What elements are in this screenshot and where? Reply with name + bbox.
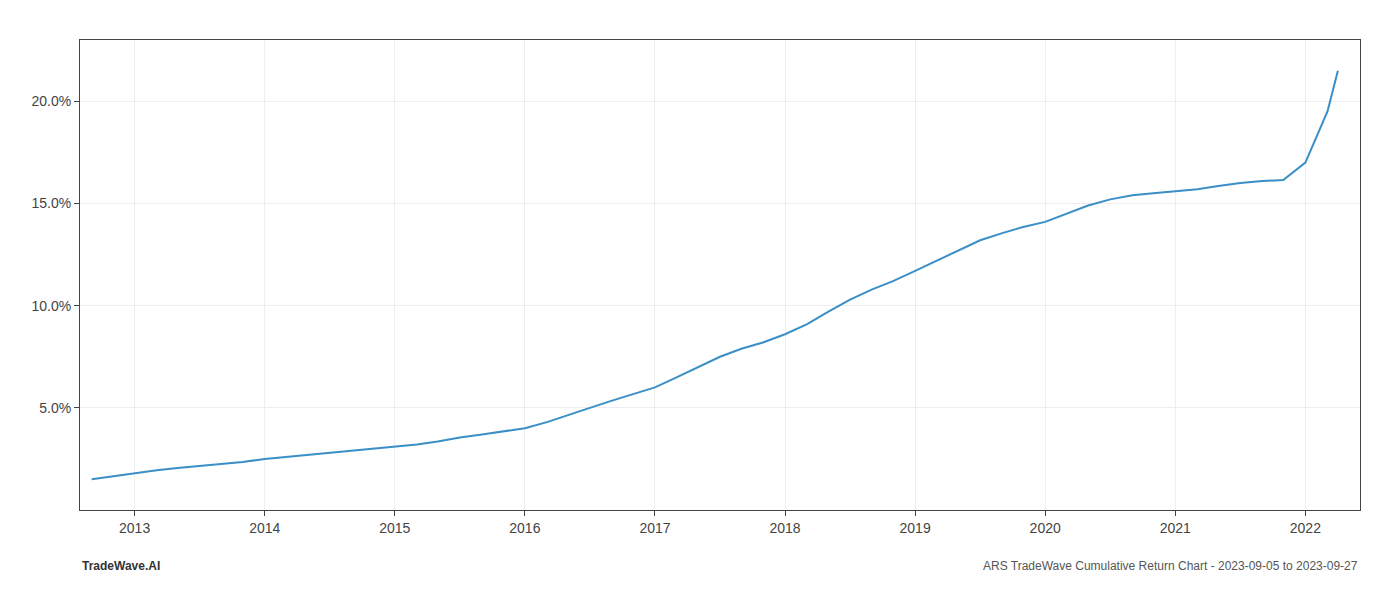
- svg-text:2013: 2013: [119, 520, 150, 536]
- svg-text:TradeWave.AI: TradeWave.AI: [82, 559, 160, 573]
- svg-text:15.0%: 15.0%: [31, 195, 71, 211]
- svg-text:2015: 2015: [379, 520, 410, 536]
- svg-text:2022: 2022: [1290, 520, 1321, 536]
- svg-text:2018: 2018: [769, 520, 800, 536]
- svg-text:5.0%: 5.0%: [39, 400, 71, 416]
- svg-text:2016: 2016: [509, 520, 540, 536]
- svg-text:2020: 2020: [1030, 520, 1061, 536]
- svg-text:2019: 2019: [900, 520, 931, 536]
- svg-text:2017: 2017: [639, 520, 670, 536]
- svg-text:20.0%: 20.0%: [31, 93, 71, 109]
- svg-text:2021: 2021: [1160, 520, 1191, 536]
- svg-text:2014: 2014: [249, 520, 280, 536]
- svg-text:ARS TradeWave Cumulative Retur: ARS TradeWave Cumulative Return Chart - …: [983, 559, 1358, 573]
- svg-text:10.0%: 10.0%: [31, 298, 71, 314]
